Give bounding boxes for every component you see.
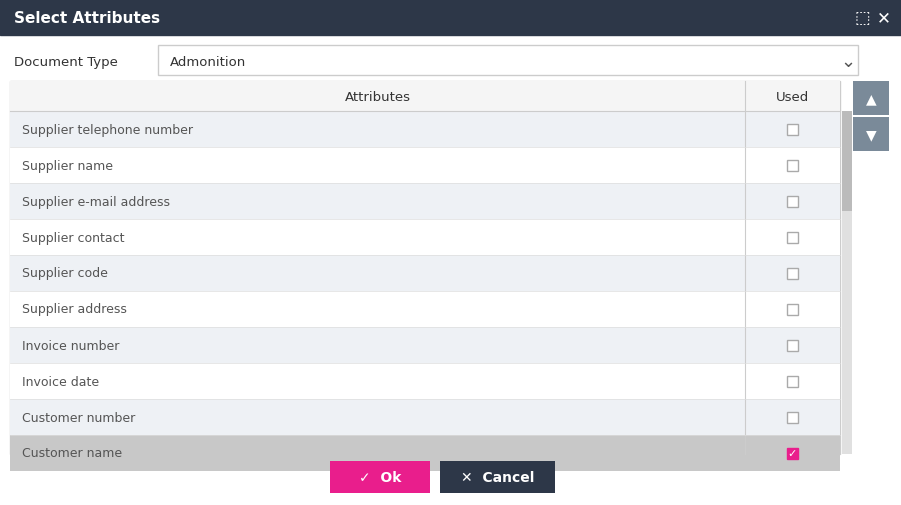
Bar (787, 447, 798, 459)
Text: ✕: ✕ (877, 9, 891, 27)
Bar (10, 112, 840, 147)
Bar (787, 160, 798, 171)
Bar (787, 340, 798, 351)
Bar (0, 0, 901, 36)
Text: Invoice date: Invoice date (22, 375, 99, 388)
Bar (842, 112, 852, 212)
Bar (10, 256, 840, 291)
Bar (10, 220, 840, 256)
Text: Supplier telephone number: Supplier telephone number (22, 123, 193, 136)
Bar (787, 376, 798, 387)
Text: ✓  Ok: ✓ Ok (359, 470, 401, 484)
Text: Admonition: Admonition (170, 56, 246, 68)
Text: ✕  Cancel: ✕ Cancel (460, 470, 534, 484)
Bar (10, 291, 840, 327)
Text: ▼: ▼ (866, 128, 877, 142)
Text: Supplier name: Supplier name (22, 159, 113, 172)
Text: Supplier code: Supplier code (22, 267, 108, 280)
Bar (10, 435, 840, 471)
Bar (10, 147, 840, 184)
Bar (10, 399, 840, 435)
Text: Used: Used (776, 90, 809, 104)
Bar (10, 184, 840, 220)
Text: Supplier contact: Supplier contact (22, 231, 124, 244)
Bar (10, 363, 840, 399)
Text: ⌄: ⌄ (841, 53, 856, 71)
Bar (10, 82, 840, 112)
Text: Invoice number: Invoice number (22, 339, 119, 352)
Text: Supplier address: Supplier address (22, 303, 127, 316)
Bar (440, 461, 555, 493)
Bar (787, 196, 798, 207)
Bar (787, 232, 798, 243)
Bar (787, 304, 798, 315)
Bar (330, 461, 430, 493)
Bar (842, 112, 852, 454)
Text: ▲: ▲ (866, 92, 877, 106)
Text: Document Type: Document Type (14, 56, 118, 68)
Bar (10, 327, 840, 363)
Bar (787, 268, 798, 279)
Bar (853, 82, 889, 116)
Bar (158, 46, 858, 76)
Text: Attributes: Attributes (344, 90, 411, 104)
Bar (787, 412, 798, 423)
Text: Customer number: Customer number (22, 411, 135, 424)
Text: Supplier e-mail address: Supplier e-mail address (22, 195, 170, 208)
Text: Customer name: Customer name (22, 446, 123, 460)
Bar (10, 82, 840, 454)
Bar (853, 118, 889, 152)
Bar (787, 124, 798, 135)
Text: ⬚: ⬚ (854, 9, 869, 27)
Text: Select Attributes: Select Attributes (14, 11, 160, 25)
Text: ✓: ✓ (787, 448, 797, 459)
